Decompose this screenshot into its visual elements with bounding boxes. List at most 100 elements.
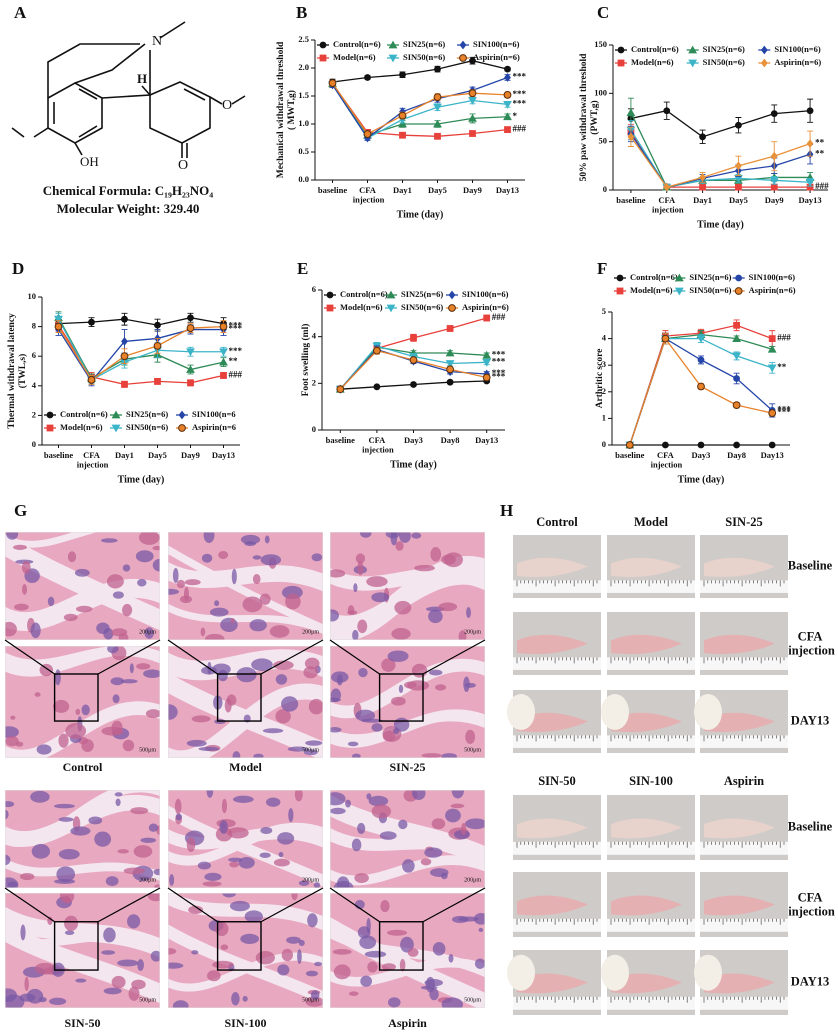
legend-label: SIN50(n=6): [689, 285, 731, 295]
marrow: [357, 822, 366, 835]
marrow: [218, 550, 229, 560]
significance: **: [229, 356, 239, 366]
significance: ***: [513, 89, 527, 99]
formula: Chemical Formula: C₁₉H₂₃NO₄: [43, 183, 214, 198]
marrow: [281, 696, 299, 712]
marker: [319, 41, 327, 49]
scale-label: 500μm: [302, 997, 319, 1003]
paw: [517, 895, 588, 916]
marrow: [19, 872, 35, 881]
bond: [231, 95, 246, 105]
marrow: [191, 715, 211, 723]
row-label: Baseline: [788, 558, 833, 572]
group-label: SIN-50: [64, 1016, 100, 1030]
marrow: [330, 807, 346, 815]
marrow: [448, 954, 454, 963]
marrow: [451, 915, 469, 924]
marker: [699, 133, 706, 141]
group-label: Control: [63, 760, 103, 774]
series-line: [331, 82, 508, 135]
marker: [448, 290, 456, 300]
row-label: DAY13: [791, 713, 829, 727]
marrow: [265, 797, 281, 807]
series-line: [630, 136, 811, 188]
marker: [446, 325, 454, 332]
marrow: [441, 753, 457, 758]
marrow: [429, 988, 439, 1001]
marrow: [75, 605, 93, 613]
marker: [186, 348, 195, 357]
histology-image: [330, 646, 485, 758]
marrow: [67, 551, 77, 563]
marrow: [398, 684, 404, 694]
marker: [219, 348, 228, 357]
marrow: [191, 950, 199, 955]
marrow: [371, 804, 392, 819]
paw-photo: [513, 795, 601, 860]
marrow: [386, 929, 408, 936]
legend-label: Control(n=6): [631, 44, 679, 54]
marrow: [285, 593, 301, 610]
marrow: [393, 717, 410, 732]
marrow: [305, 740, 323, 746]
marker: [433, 119, 442, 128]
marker: [446, 365, 455, 374]
marker: [696, 335, 706, 343]
fur: [601, 694, 629, 731]
marrow: [414, 564, 435, 572]
marrow: [355, 709, 375, 722]
marrow: [127, 914, 141, 929]
marker: [468, 114, 477, 122]
marrow: [201, 666, 217, 675]
marrow: [186, 837, 196, 853]
marrow: [281, 948, 293, 962]
zoom-connector: [167, 887, 218, 923]
marker: [735, 121, 742, 129]
marrow: [111, 975, 126, 989]
marrow: [244, 541, 257, 547]
marrow: [217, 669, 228, 682]
paw-photo: [601, 690, 695, 753]
marrow: [404, 681, 417, 689]
marrow: [465, 818, 485, 830]
marrow: [357, 561, 364, 576]
paw: [611, 818, 682, 839]
legend-label: SIN100(n=6): [774, 44, 821, 54]
bond: [149, 81, 211, 144]
marrow: [429, 669, 443, 676]
legend-label: SIN100(n=6): [473, 39, 520, 49]
marrow: [297, 949, 302, 964]
marrow: [252, 555, 262, 560]
marrow: [478, 927, 484, 932]
legend-label: Aspirin(n=6): [473, 52, 520, 62]
marrow: [367, 961, 378, 973]
cartilage-band: [168, 561, 323, 592]
marrow: [222, 893, 237, 898]
marrow: [333, 880, 354, 888]
marrow: [259, 593, 271, 605]
marrow: [445, 808, 461, 823]
legend-label: SIN100(n=6): [749, 272, 796, 282]
marrow: [273, 660, 294, 670]
bond: [78, 88, 98, 100]
marrow: [117, 959, 139, 967]
molecular-weight: Molecular Weight: 329.40: [57, 201, 200, 216]
marker: [398, 111, 407, 120]
marrow: [249, 619, 267, 632]
x-tick-label: Day1: [693, 195, 712, 205]
atom: O: [222, 98, 232, 113]
x-tick-label: Day1: [393, 185, 412, 195]
marrow: [332, 949, 352, 955]
marrow: [366, 917, 371, 934]
series-line: [630, 129, 811, 188]
marrow: [273, 858, 290, 867]
y-tick-label: 1.5: [298, 90, 309, 100]
marrow: [348, 991, 359, 996]
significance: ***: [777, 407, 791, 417]
paw-photo: [507, 950, 601, 1015]
group-label: Aspirin: [724, 774, 764, 788]
y-tick-label: 50: [599, 136, 608, 146]
marrow: [466, 607, 471, 619]
panel-label: C: [597, 3, 609, 22]
panel-label: B: [296, 3, 307, 22]
